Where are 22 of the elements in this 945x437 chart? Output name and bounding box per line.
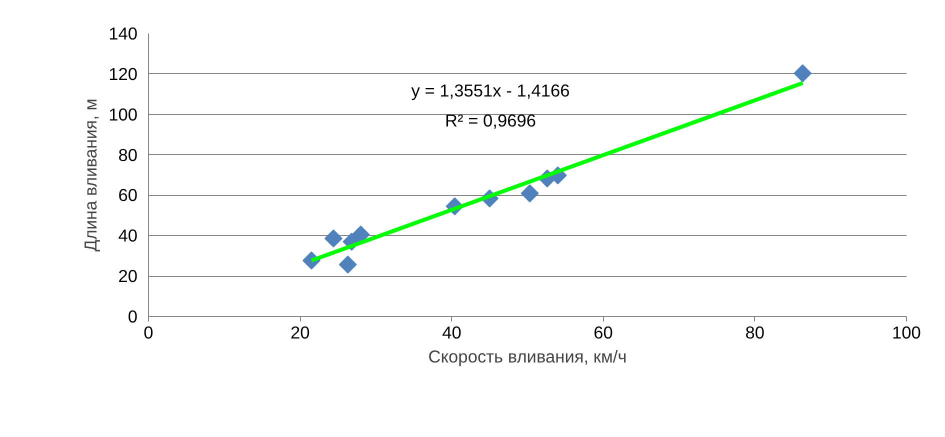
point: [794, 64, 812, 82]
y-tick-label: 60: [118, 185, 138, 206]
y-tick-label: 120: [108, 64, 138, 84]
x-tick-label: 0: [144, 322, 154, 342]
x-tick-label: 100: [892, 322, 921, 342]
annotation: y = 1,3551x - 1,4166: [411, 80, 570, 100]
annotation: R² = 0,9696: [444, 110, 536, 130]
y-tick-label: 80: [118, 144, 138, 165]
y-tick-label: 0: [128, 306, 138, 326]
x-tick-label: 60: [594, 322, 613, 342]
x-tick-label: 80: [745, 322, 765, 342]
x-tick-label: 40: [442, 322, 462, 342]
x-tick-label: 20: [290, 322, 310, 342]
y-axis-title: Длина вливания, м: [80, 98, 101, 252]
y-tick-label: 140: [108, 24, 138, 44]
y-tick-label: 20: [118, 266, 138, 286]
point: [324, 229, 342, 248]
y-tick-label: 40: [118, 226, 138, 246]
y-tick-label: 100: [108, 104, 138, 124]
point: [520, 184, 539, 202]
point: [338, 256, 357, 274]
x-axis-title: Скорость вливания, км/ч: [428, 346, 627, 366]
